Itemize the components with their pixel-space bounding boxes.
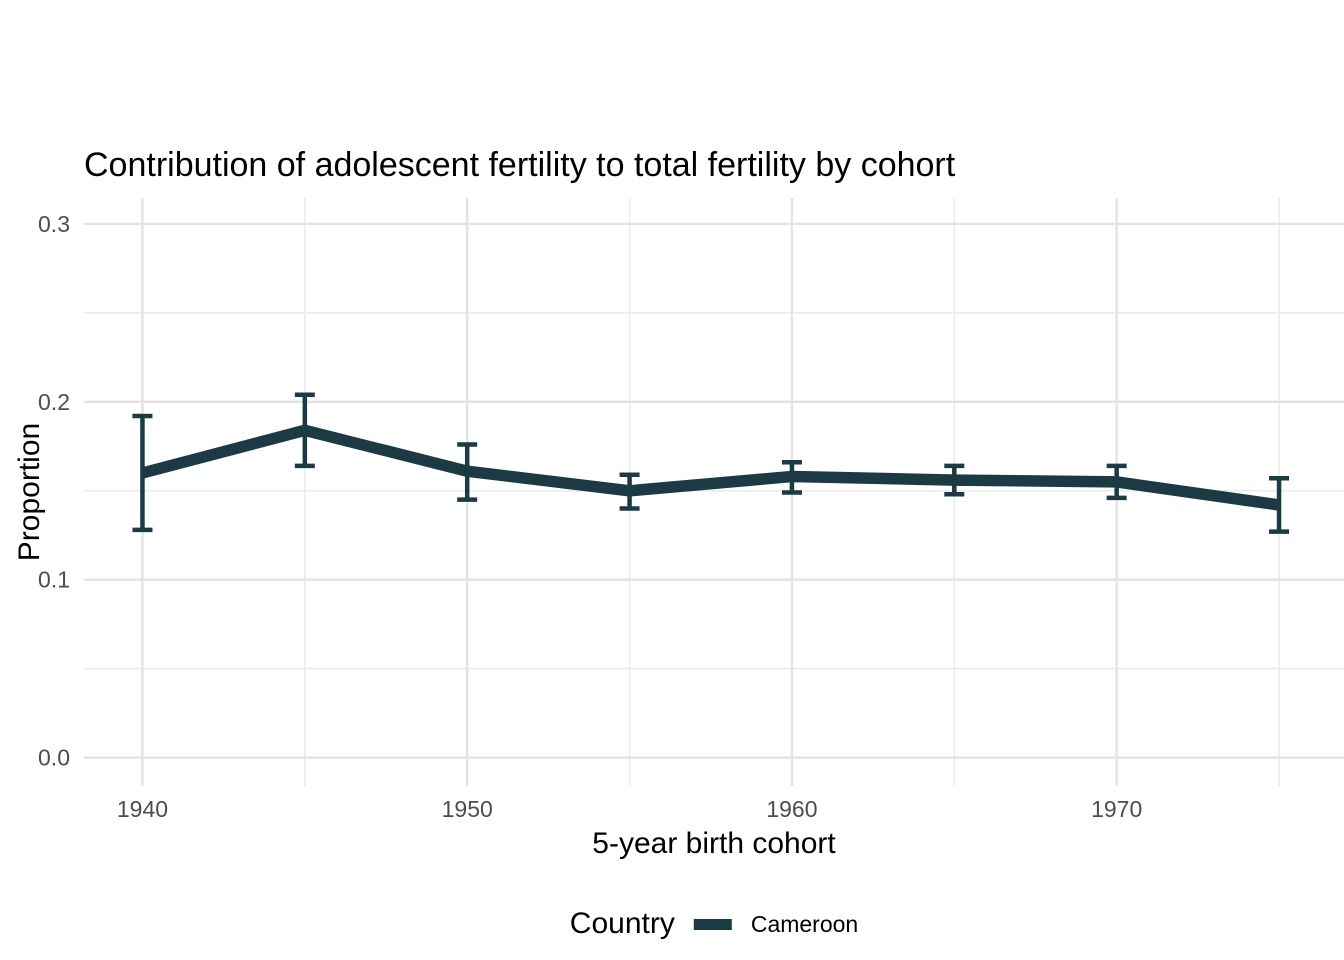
y-tick-labels: 0.0 0.1 0.2 0.3 <box>38 211 70 771</box>
series-line-cameroon <box>141 424 1280 511</box>
x-tick-label: 1940 <box>117 796 168 822</box>
x-tick-label: 1960 <box>766 796 817 822</box>
legend-series-label: Cameroon <box>750 910 859 937</box>
y-tick-label: 0.1 <box>38 567 70 593</box>
y-tick-label: 0.0 <box>38 745 70 771</box>
legend: Country Cameroon <box>570 907 858 941</box>
y-tick-label: 0.2 <box>38 389 70 415</box>
y-axis-title: Proportion <box>13 422 46 562</box>
legend-title: Country <box>569 907 675 940</box>
x-tick-label: 1970 <box>1091 796 1142 822</box>
x-tick-label: 1950 <box>442 796 493 822</box>
x-axis-title: 5-year birth cohort <box>592 827 836 860</box>
y-tick-label: 0.3 <box>38 211 70 237</box>
chart-title: Contribution of adolescent fertility to … <box>84 146 956 184</box>
legend-series-swatch <box>693 918 732 930</box>
x-tick-labels: 1940 1950 1960 1970 <box>117 796 1142 822</box>
